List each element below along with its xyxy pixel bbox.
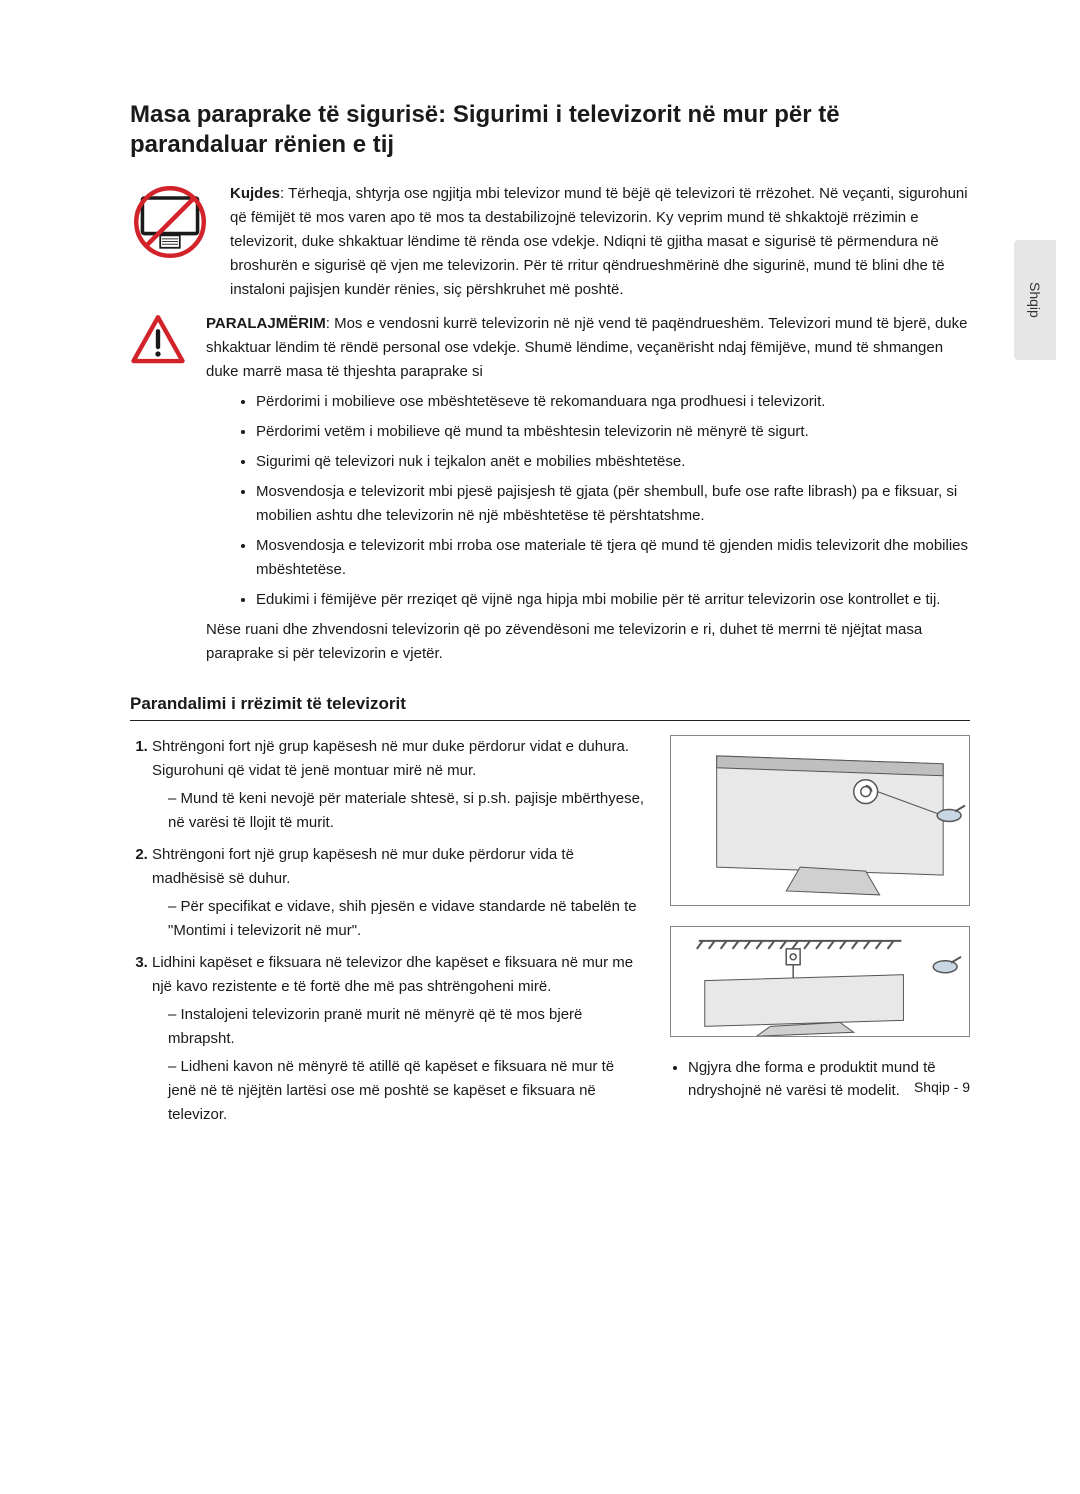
- warning-text: PARALAJMËRIM: Mos e vendosni kurrë telev…: [206, 312, 970, 384]
- step-sublist: Instalojeni televizorin pranë murit në m…: [168, 1003, 646, 1127]
- step-text: Shtrëngoni fort një grup kapësesh në mur…: [152, 846, 574, 887]
- figures-column: Ngjyra dhe forma e produktit mund të ndr…: [670, 735, 970, 1135]
- tv-prohibit-icon: [130, 182, 210, 262]
- warning-icon: [130, 312, 186, 368]
- step-text: Shtrëngoni fort një grup kapësesh në mur…: [152, 738, 629, 779]
- step-subitem: Për specifikat e vidave, shih pjesën e v…: [168, 895, 646, 943]
- caution-label: Kujdes: [230, 185, 280, 202]
- page-footer: Shqip - 9: [914, 1079, 970, 1095]
- caution-body: : Tërheqja, shtyrja ose ngjitja mbi tele…: [230, 185, 968, 298]
- step-sublist: Për specifikat e vidave, shih pjesën e v…: [168, 895, 646, 943]
- step-subitem: Mund të keni nevojë për materiale shtesë…: [168, 787, 646, 835]
- list-item: Mosvendosja e televizorit mbi pjesë paji…: [256, 480, 970, 528]
- steps-list: Shtrëngoni fort një grup kapësesh në mur…: [152, 735, 646, 1127]
- language-tab-label: Shqip: [1027, 282, 1043, 318]
- list-item: Edukimi i fëmijëve për rreziqet që vijnë…: [256, 588, 970, 612]
- caution-block: Kujdes: Tërheqja, shtyrja ose ngjitja mb…: [130, 182, 970, 302]
- warning-label: PARALAJMËRIM: [206, 315, 326, 332]
- step-item: Lidhini kapëset e fiksuara në televizor …: [152, 951, 646, 1127]
- step-sublist: Mund të keni nevojë për materiale shtesë…: [168, 787, 646, 835]
- steps-and-figures: Shtrëngoni fort një grup kapësesh në mur…: [130, 735, 970, 1135]
- step-subitem: Lidheni kavon në mënyrë të atillë që kap…: [168, 1055, 646, 1127]
- list-item: Përdorimi i mobilieve ose mbështetëseve …: [256, 390, 970, 414]
- step-item: Shtrëngoni fort një grup kapësesh në mur…: [152, 843, 646, 943]
- list-item: Mosvendosja e televizorit mbi rroba ose …: [256, 534, 970, 582]
- step-item: Shtrëngoni fort një grup kapësesh në mur…: [152, 735, 646, 835]
- closing-paragraph: Nëse ruani dhe zhvendosni televizorin që…: [206, 618, 970, 666]
- list-item: Përdorimi vetëm i mobilieve që mund ta m…: [256, 420, 970, 444]
- tv-wall-figure: [670, 926, 970, 1037]
- step-text: Lidhini kapëset e fiksuara në televizor …: [152, 954, 633, 995]
- warning-block: PARALAJMËRIM: Mos e vendosni kurrë telev…: [130, 312, 970, 384]
- page-title: Masa paraprake të sigurisë: Sigurimi i t…: [130, 100, 970, 160]
- precaution-list: Përdorimi i mobilieve ose mbështetëseve …: [256, 390, 970, 612]
- steps-column: Shtrëngoni fort një grup kapësesh në mur…: [130, 735, 646, 1135]
- tv-back-figure: [670, 735, 970, 906]
- language-tab: Shqip: [1014, 240, 1056, 360]
- step-subitem: Instalojeni televizorin pranë murit në m…: [168, 1003, 646, 1051]
- list-item: Sigurimi që televizori nuk i tejkalon an…: [256, 450, 970, 474]
- section-subheading: Parandalimi i rrëzimit të televizorit: [130, 694, 970, 721]
- caution-text: Kujdes: Tërheqja, shtyrja ose ngjitja mb…: [230, 182, 970, 302]
